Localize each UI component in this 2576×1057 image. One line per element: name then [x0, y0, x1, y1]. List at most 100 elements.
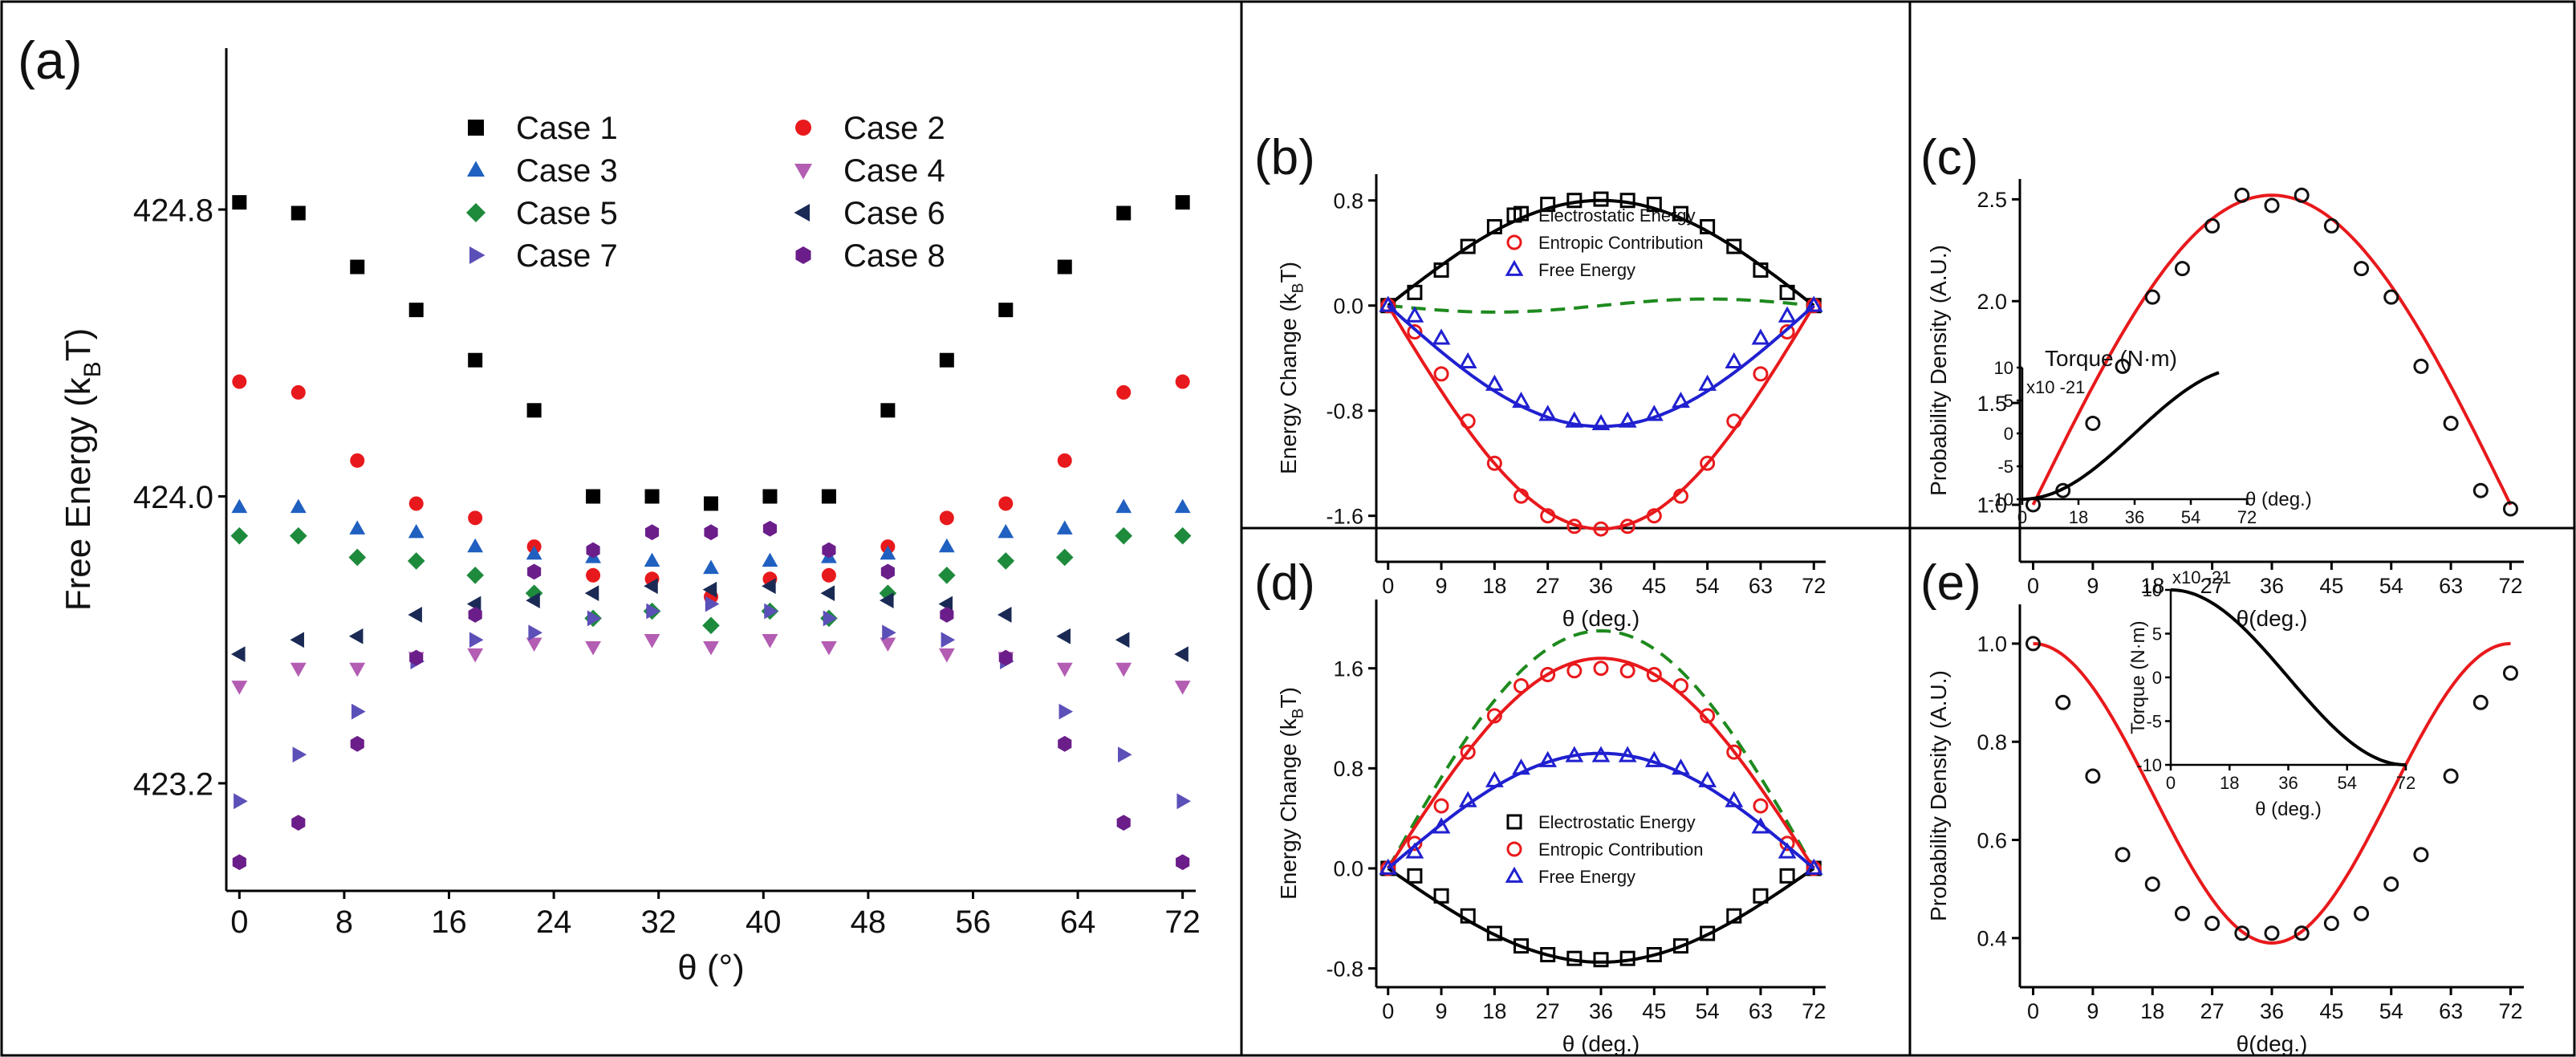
- data-point: [2144, 289, 2160, 305]
- y-tick-label: 1.0: [1977, 494, 2007, 518]
- y-tick-label: -0.8: [1326, 399, 1363, 423]
- data-point: [230, 526, 249, 545]
- legend-marker: [794, 204, 810, 222]
- data-point: [1619, 663, 1635, 679]
- x-tick-label: 48: [851, 905, 887, 940]
- data-point: [2443, 415, 2459, 431]
- data-point: [1779, 323, 1795, 339]
- data-point: [1566, 193, 1583, 209]
- inset-x-tick-label: 36: [2278, 773, 2298, 793]
- inset-x-tick-label: 54: [2338, 773, 2357, 793]
- panel-a: (a) 0 8 16 24 32 40 48 56 64 72 423.2 424.0 424.8 θ (°…: [18, 30, 1201, 987]
- x-tick-label: 9: [1436, 574, 1448, 598]
- data-point: [2204, 916, 2220, 931]
- x-tick-label: 18: [2140, 574, 2164, 598]
- data-point: [586, 542, 600, 559]
- data-point: [1485, 374, 1504, 391]
- x-tick-label: 8: [335, 905, 353, 940]
- x-tick-label: 18: [1482, 999, 1506, 1023]
- data-point: [1407, 835, 1423, 852]
- data-point: [1646, 666, 1662, 682]
- data-point: [2144, 876, 2160, 892]
- data-point: [2115, 847, 2131, 863]
- panel-label: (a): [18, 30, 83, 90]
- x-tick-label: 45: [2319, 999, 2343, 1023]
- inset-x-tick-label: 54: [2181, 507, 2200, 527]
- data-point: [526, 403, 542, 418]
- data-point: [1174, 498, 1191, 514]
- data-point: [1460, 238, 1476, 254]
- x-axis-label: θ (deg.): [1562, 606, 1640, 631]
- x-tick-label: 27: [1536, 574, 1560, 598]
- y-tick-label: 1.6: [1333, 657, 1363, 681]
- data-point: [1433, 798, 1449, 814]
- inset-torque-curve: [2022, 371, 2220, 501]
- y-tick-label: 0.8: [1977, 730, 2007, 754]
- y-tick-label: 424.8: [133, 193, 213, 228]
- data-point: [704, 524, 718, 541]
- data-point: [1407, 323, 1423, 339]
- data-point: [1726, 744, 1742, 760]
- legend-label: Case 8: [843, 238, 945, 274]
- data-point: [941, 632, 956, 648]
- y-tick-label: 0.0: [1333, 857, 1363, 881]
- data-point: [409, 649, 424, 666]
- data-point: [1116, 815, 1131, 831]
- data-point: [880, 403, 896, 418]
- inset-y-tick-label: 0: [2004, 424, 2013, 444]
- inset-y-tick-label: 5: [2004, 391, 2013, 411]
- data-point: [2025, 636, 2042, 652]
- data-point: [2174, 905, 2190, 921]
- y-axis-label: Free Energy (kBT): [59, 328, 106, 611]
- x-tick-label: 63: [2439, 999, 2463, 1023]
- data-point: [764, 603, 778, 620]
- data-point: [880, 563, 895, 580]
- y-axis-label: Energy Change (kBT): [1276, 262, 1306, 474]
- data-point: [2234, 187, 2250, 203]
- data-point: [1591, 746, 1611, 762]
- x-tick-label: 9: [2086, 999, 2099, 1023]
- data-point: [1460, 413, 1476, 429]
- data-point: [1804, 295, 1823, 312]
- data-point: [1779, 284, 1795, 300]
- data-point: [1432, 328, 1451, 345]
- data-point: [1753, 888, 1769, 904]
- legend-marker: [469, 246, 486, 264]
- data-point: [2472, 694, 2489, 710]
- data-point: [1698, 374, 1717, 391]
- data-point: [1804, 858, 1823, 875]
- data-point: [1486, 708, 1502, 724]
- y-tick-label: 1.5: [1977, 392, 2007, 416]
- y-tick-label: 0.8: [1333, 189, 1363, 213]
- data-point: [1644, 405, 1664, 421]
- data-point: [466, 567, 484, 584]
- legend-label: Case 6: [843, 196, 945, 231]
- inset-x-tick-label: 72: [2237, 507, 2257, 527]
- data-point: [585, 640, 601, 656]
- legend-label: Case 1: [516, 111, 618, 146]
- data-point: [644, 524, 660, 541]
- data-point: [1512, 758, 1530, 775]
- data-point: [1407, 284, 1423, 300]
- data-point: [1700, 455, 1716, 471]
- data-point: [1726, 908, 1742, 924]
- data-point: [350, 735, 364, 752]
- data-point: [1619, 950, 1635, 966]
- data-point: [408, 496, 424, 511]
- data-point: [1779, 835, 1795, 852]
- y-axis-label-end: T): [1276, 262, 1301, 283]
- legend-label: Electrostatic Energy: [1538, 205, 1696, 226]
- x-tick-label: 9: [2086, 574, 2099, 598]
- data-point: [1057, 259, 1072, 274]
- data-point: [408, 607, 422, 623]
- inset-title: Torque (N·m): [2045, 346, 2177, 371]
- legend-label: Case 2: [843, 111, 945, 146]
- panel-c: (c) 0 9 18 27 36 45 54 63 72 1.0 1.5 2.0 2.5 θ(deg.) Pr…: [1920, 130, 2524, 631]
- data-point: [1538, 750, 1558, 767]
- data-point: [2234, 925, 2250, 941]
- data-point: [644, 634, 660, 648]
- data-point: [1700, 218, 1716, 234]
- scatter-points: [230, 195, 1192, 871]
- data-point: [350, 453, 365, 468]
- data-point: [1512, 391, 1530, 409]
